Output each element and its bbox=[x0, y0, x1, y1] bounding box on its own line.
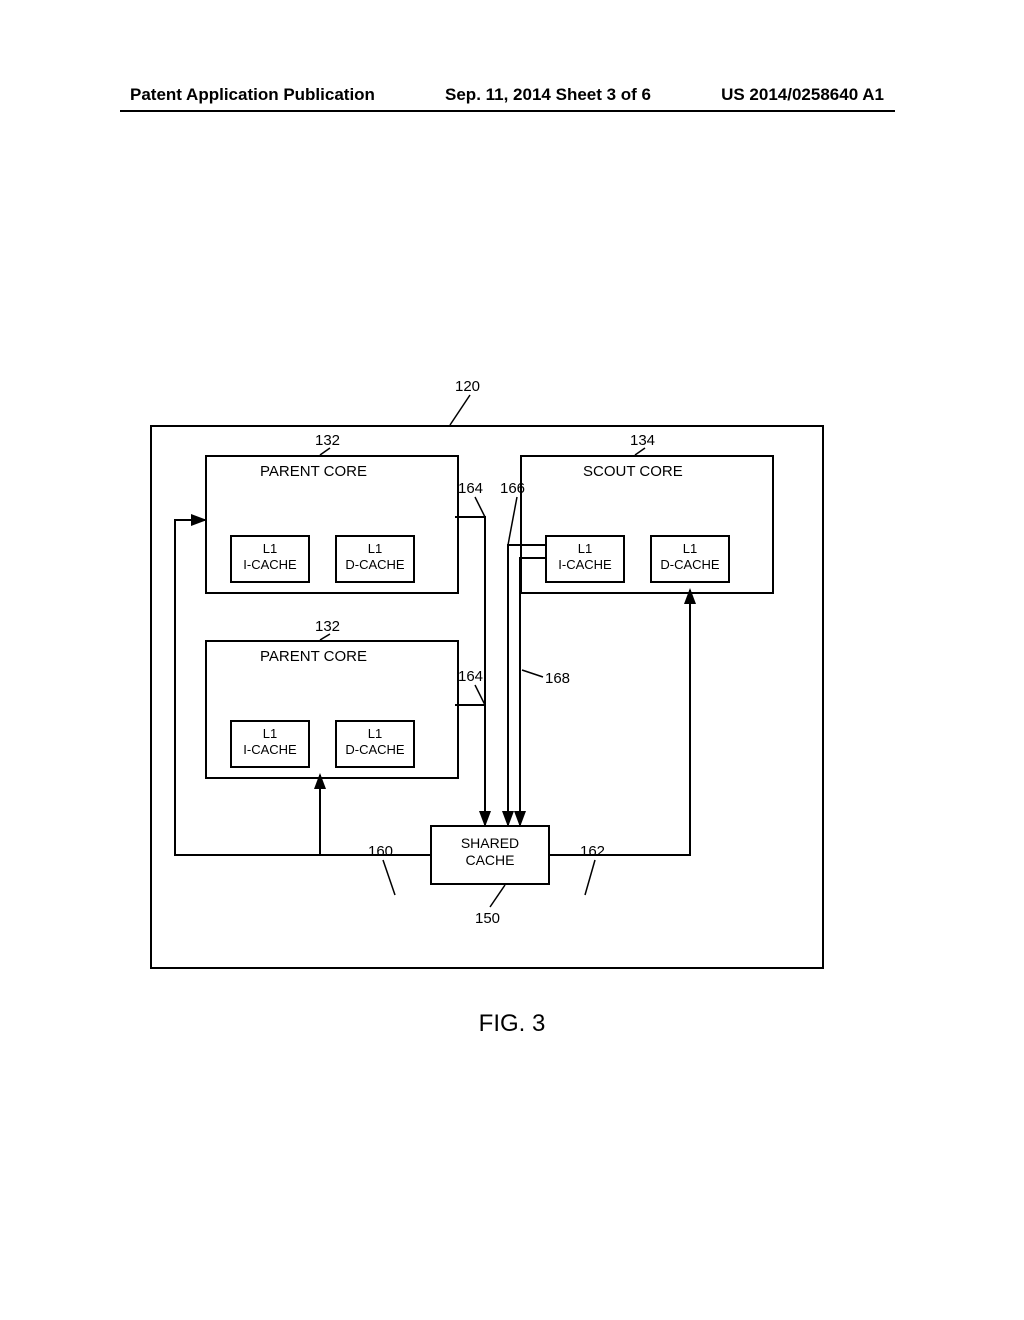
diagram: PARENT CORE L1 I-CACHE L1 D-CACHE SCOUT … bbox=[150, 390, 820, 970]
diagram-connectors bbox=[150, 390, 850, 990]
header-rule bbox=[120, 110, 895, 112]
header-right: US 2014/0258640 A1 bbox=[721, 85, 884, 105]
figure-label: FIG. 3 bbox=[0, 1010, 1024, 1038]
page-header: Patent Application Publication Sep. 11, … bbox=[0, 85, 1024, 105]
header-center: Sep. 11, 2014 Sheet 3 of 6 bbox=[445, 85, 651, 105]
header-left: Patent Application Publication bbox=[130, 85, 375, 105]
